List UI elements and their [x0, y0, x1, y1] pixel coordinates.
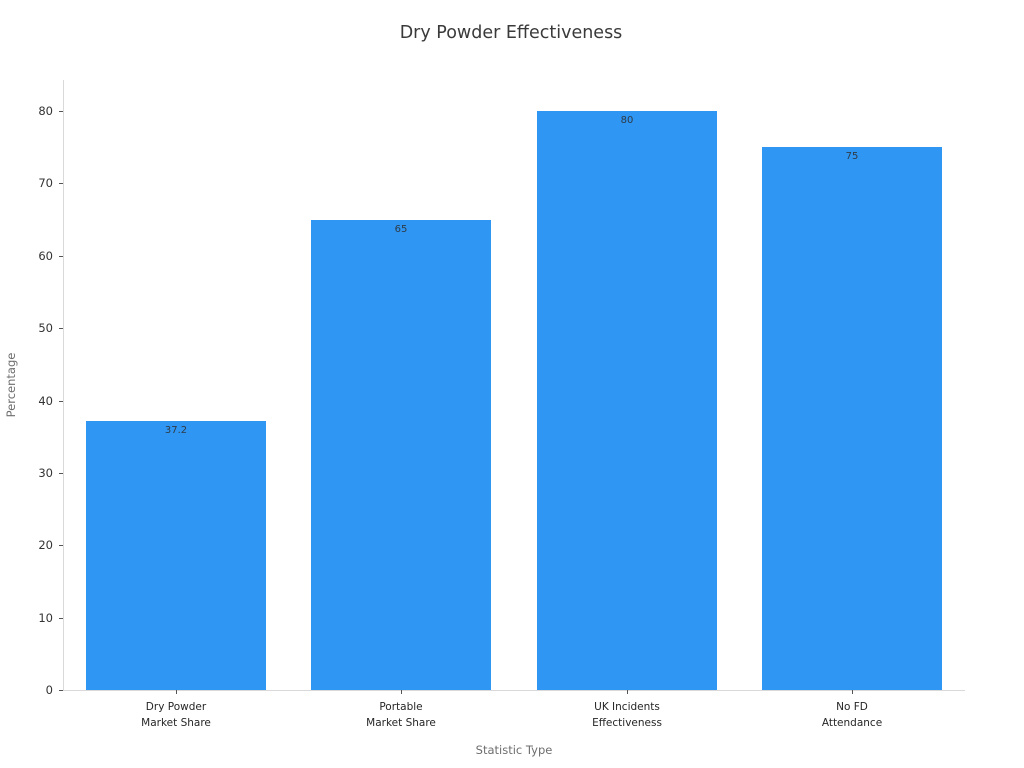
bar-value-label: 75	[845, 151, 859, 162]
y-tick-mark	[59, 618, 63, 619]
y-tick-label: 50	[38, 321, 53, 335]
x-tick-label-line: No FD	[836, 701, 868, 713]
x-tick-mark	[176, 690, 177, 694]
y-tick-mark	[59, 690, 63, 691]
x-tick-label-line: Portable	[379, 701, 423, 713]
y-tick-mark	[59, 256, 63, 257]
y-tick-mark	[59, 111, 63, 112]
x-tick-label-line: Dry Powder	[145, 701, 207, 713]
y-tick-mark	[59, 401, 63, 402]
y-tick-label: 80	[38, 104, 53, 118]
bar: 37.2	[86, 421, 266, 690]
y-tick-label: 70	[38, 176, 53, 190]
bar-value-label: 80	[620, 115, 634, 126]
x-tick-label-line: Effectiveness	[592, 717, 662, 729]
bar-value-label: 65	[394, 224, 408, 235]
x-axis-title: Statistic Type	[475, 743, 553, 757]
y-tick-mark	[59, 473, 63, 474]
x-tick-label: Dry Powder Market Share	[141, 699, 211, 731]
x-tick-label-line: Market Share	[366, 717, 436, 729]
y-tick-label: 60	[38, 249, 53, 263]
x-tick-label-line: Market Share	[141, 717, 211, 729]
bar: 80	[537, 111, 717, 690]
bar: 65	[311, 220, 491, 690]
x-tick-label: UK Incidents Effectiveness	[592, 699, 662, 731]
x-tick-label: No FD Attendance	[822, 699, 882, 731]
chart-title: Dry Powder Effectiveness	[399, 23, 623, 43]
x-tick-label-line: UK Incidents	[594, 701, 660, 713]
plot-area: 37.2 Dry Powder Market Share 65 Portable Mark…	[38, 80, 965, 729]
y-tick-label: 40	[38, 394, 53, 408]
y-tick-mark	[59, 545, 63, 546]
y-tick-mark	[59, 183, 63, 184]
y-tick-label: 20	[38, 538, 53, 552]
y-tick-label: 10	[38, 611, 53, 625]
y-tick-label: 30	[38, 466, 53, 480]
y-tick-mark	[59, 328, 63, 329]
x-tick-label: Portable Market Share	[366, 699, 436, 731]
x-axis-line	[63, 690, 965, 691]
x-tick-label-line: Attendance	[821, 717, 883, 729]
x-tick-mark	[401, 690, 402, 694]
x-tick-mark	[627, 690, 628, 694]
bar: 75	[762, 147, 942, 690]
y-tick-label: 0	[45, 683, 53, 697]
x-tick-mark	[852, 690, 853, 694]
bar-value-label: 37.2	[164, 425, 188, 436]
y-axis-line	[63, 80, 64, 690]
y-axis-title: Percentage	[4, 352, 18, 418]
